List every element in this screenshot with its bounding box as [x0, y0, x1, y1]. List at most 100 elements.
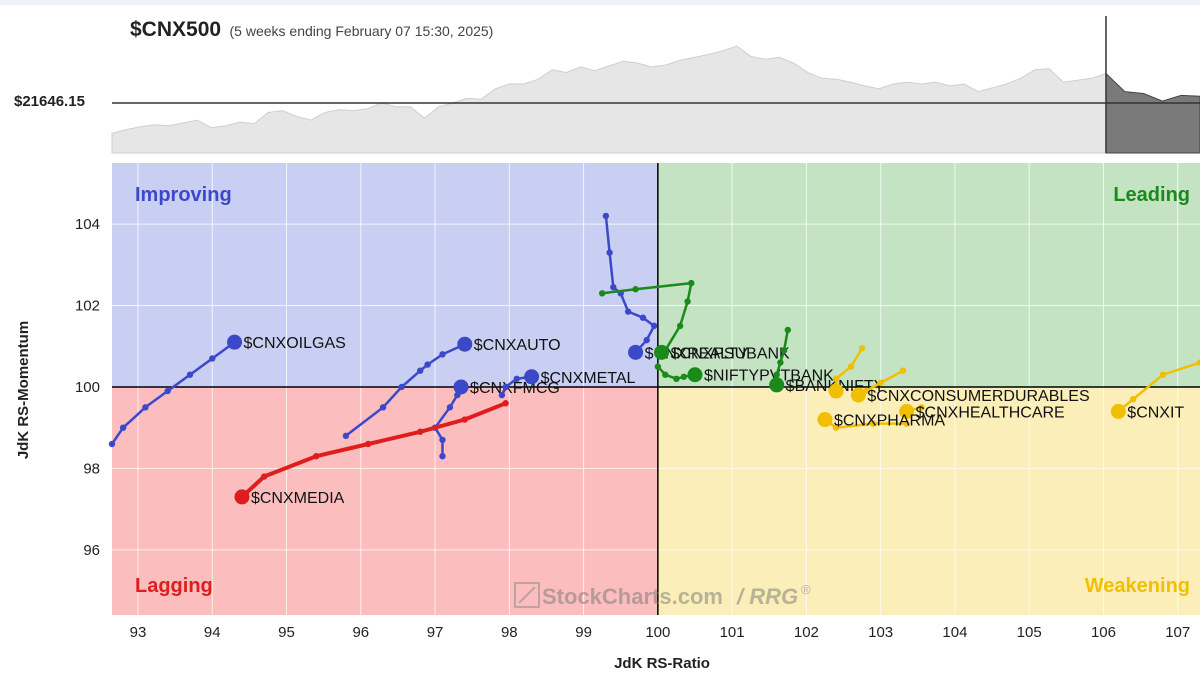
tail-point: [877, 379, 884, 387]
tail-point: [398, 383, 405, 391]
tail-point: [446, 404, 454, 411]
tail-point: [342, 432, 350, 440]
x-tick-label: 95: [278, 624, 295, 641]
tail-point: [313, 452, 320, 460]
tail-point: [684, 298, 691, 305]
x-tick-label: 98: [501, 624, 518, 641]
y-tick-label: 104: [75, 216, 100, 233]
gridlines: [112, 163, 1200, 615]
tail-point: [662, 371, 669, 378]
x-tick-label: 107: [1165, 624, 1190, 641]
tail-point: [858, 345, 866, 352]
y-tick-label: 100: [75, 379, 100, 396]
stockcharts-logo-icon: [514, 582, 540, 608]
tail-line: [1117, 361, 1200, 413]
stockcharts-logo-stroke: [518, 586, 536, 604]
price-area-recent: [1105, 72, 1200, 154]
head-point: [687, 367, 703, 383]
tail-point: [780, 347, 788, 354]
tail-point: [847, 363, 855, 370]
x-tick-label: 105: [1017, 624, 1042, 641]
series-label: $CNXCONSUMERDURABLES: [867, 388, 1089, 405]
tail-point: [673, 375, 680, 383]
tail-point: [379, 404, 387, 411]
quadrant-weakening: [657, 386, 1200, 615]
x-axis-label: JdK RS-Ratio: [614, 655, 710, 672]
series-label: $CNXHEALTHCARE: [916, 404, 1065, 421]
tail-point: [773, 371, 780, 378]
rrg-tail-cnxrealty: $CNXREALTY: [602, 212, 749, 362]
watermark-product: / RRG: [736, 584, 798, 609]
head-point: [769, 377, 785, 393]
tail-point: [832, 424, 840, 431]
tail-point: [119, 424, 127, 431]
tail-point: [643, 336, 650, 344]
head-point: [850, 387, 866, 403]
series-label: $CNXOILGAS: [244, 335, 346, 352]
y-tick-label: 102: [75, 298, 100, 315]
rrg-tail-cnxoilgas: $CNXOILGAS: [108, 334, 346, 448]
quadrant-improving: [112, 163, 658, 387]
rrg-tail-cnxpsubank: $CNXPSUBANK: [598, 279, 790, 362]
tail-point: [777, 359, 784, 366]
tail-point: [186, 371, 194, 378]
tail-point: [610, 283, 617, 291]
head-point: [628, 344, 644, 360]
x-tick-label: 104: [942, 624, 967, 641]
tail-point: [417, 428, 424, 435]
tail-point: [899, 367, 907, 374]
head-point: [817, 412, 833, 428]
center-axes: [112, 163, 1200, 615]
quadrant-lagging: [112, 386, 658, 615]
tail-point: [654, 363, 662, 370]
series-label: $CNXFMCG: [470, 380, 560, 397]
tail-point: [261, 473, 268, 480]
x-tick-label: 103: [868, 624, 893, 641]
tail-point: [1129, 395, 1137, 403]
x-tick-label: 94: [204, 624, 221, 641]
x-tick-label: 102: [794, 624, 819, 641]
rrg-tail-cnxinfra: [828, 345, 866, 399]
head-point: [453, 379, 469, 395]
head-point: [524, 369, 540, 385]
x-tick-label: 93: [130, 624, 147, 641]
quadrant-label-weakening: Weakening: [1085, 575, 1190, 597]
tail-point: [424, 361, 431, 368]
watermark-registered: ®: [801, 582, 811, 597]
series-label: $CNXPSUBANK: [671, 345, 790, 362]
rrg-tail-niftypvtbank: $NIFTYPVTBANK: [654, 363, 834, 385]
quadrant-backgrounds: [112, 163, 1200, 615]
x-tick-label: 97: [427, 624, 444, 641]
price-area-chart: [111, 16, 1200, 154]
head-point: [457, 336, 473, 352]
rrg-tail-cnxit: $CNXIT: [1110, 359, 1200, 421]
tail-point: [164, 387, 171, 395]
tail-point: [606, 249, 613, 256]
x-tick-label: 106: [1091, 624, 1116, 641]
series-label: $CNXPHARMA: [834, 413, 945, 430]
head-point: [1110, 403, 1126, 419]
rrg-tails: $CNXOILGAS $CNXAUTO $CNXFMCG$CNXMETAL $CNXR…: [108, 212, 1200, 507]
tail-point: [439, 436, 446, 444]
tail-point: [598, 290, 606, 297]
head-point: [227, 334, 243, 350]
rrg-tail-cnxconsumerdurables: $CNXCONSUMERDURABLES: [850, 367, 1090, 405]
x-tick-label: 101: [720, 624, 745, 641]
tail-point: [688, 279, 695, 287]
quadrant-label-improving: Improving: [135, 184, 232, 206]
tail-point: [680, 373, 688, 380]
tail-point: [142, 404, 149, 411]
tail-point: [439, 351, 446, 358]
top-border: [0, 0, 1200, 5]
x-tick-label: 99: [575, 624, 592, 641]
head-point: [654, 344, 670, 360]
tail-point: [602, 212, 610, 220]
rrg-tail-cnxmetal: $CNXMETAL: [498, 369, 636, 399]
tail-point: [1196, 359, 1200, 366]
rrg-tail-cnxauto: $CNXAUTO: [342, 336, 561, 440]
rrg-tail-cnxpharma: $CNXPHARMA: [817, 412, 945, 431]
tail-point: [1159, 371, 1167, 378]
tail-point: [676, 322, 684, 330]
tail-point: [870, 420, 877, 427]
tail-point: [650, 322, 658, 330]
